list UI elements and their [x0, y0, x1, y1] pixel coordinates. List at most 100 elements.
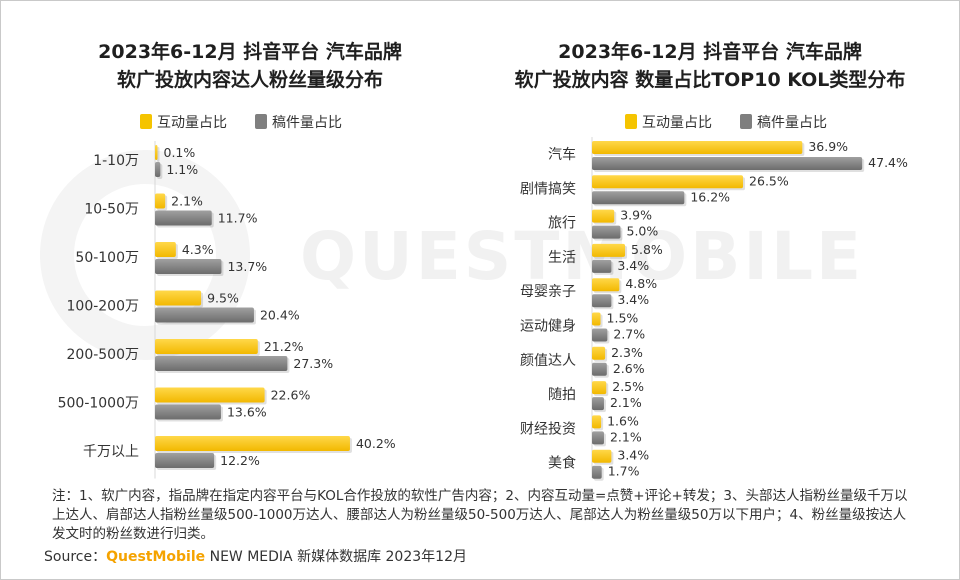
bar-shadow	[157, 147, 160, 162]
category-label: 运动健身	[520, 319, 576, 335]
bar-posts	[592, 465, 602, 479]
category-label: 旅行	[548, 216, 576, 232]
data-label-posts: 12.2%	[220, 453, 260, 468]
category-label: 200-500万	[67, 347, 140, 363]
category-label: 生活	[548, 250, 576, 266]
category-label: 随拍	[548, 387, 576, 403]
bar-engagement	[155, 145, 158, 160]
right-legend: 互动量占比 稿件量占比	[625, 112, 855, 132]
bar-posts	[592, 225, 621, 239]
data-label-engagement: 0.1%	[164, 145, 196, 160]
left-chart-title: 2023年6-12月 抖音平台 汽车品牌 软广投放内容达人粉丝量级分布	[60, 38, 440, 94]
data-label-posts: 5.0%	[627, 224, 659, 239]
legend-posts-label: 稿件量占比	[272, 115, 342, 131]
data-label-engagement: 21.2%	[264, 339, 304, 354]
legend-posts-label: 稿件量占比	[757, 115, 827, 131]
source-line: Source：QuestMobile NEW MEDIA 新媒体数据库 2023…	[44, 546, 467, 566]
bar-posts	[592, 191, 685, 205]
data-label-engagement: 1.5%	[607, 311, 639, 326]
bar-posts	[155, 453, 215, 468]
data-label-posts: 2.1%	[610, 395, 642, 410]
data-label-engagement: 26.5%	[749, 173, 789, 188]
category-label: 汽车	[548, 146, 576, 163]
bar-engagement	[155, 436, 350, 451]
source-prefix: Source：	[44, 549, 107, 565]
data-label-posts: 1.1%	[166, 162, 198, 177]
data-label-engagement: 2.5%	[612, 379, 644, 394]
bar-engagement	[592, 209, 615, 223]
right-bar-chart: 汽车 36.9% 47.4% 剧情搞笑 26.5% 16.2% 旅行 3.9%5.0% 生活 5.…	[520, 137, 908, 481]
bar-engagement	[155, 290, 202, 306]
bar-posts	[592, 259, 612, 273]
bar-posts	[155, 210, 212, 226]
data-label-posts: 47.4%	[868, 155, 908, 170]
bar-posts	[592, 431, 604, 445]
category-label: 颜值达人	[520, 353, 576, 369]
bar-posts	[592, 362, 607, 376]
legend-engagement: 互动量占比	[140, 112, 227, 132]
data-label-posts: 13.7%	[227, 259, 267, 274]
bar-engagement	[592, 381, 607, 395]
legend-posts-swatch	[740, 114, 752, 129]
footnote: 注：1、软广内容，指品牌在指定内容平台与KOL合作投放的软性广告内容；2、内容互…	[52, 488, 908, 542]
bar-engagement	[592, 449, 612, 463]
data-label-engagement: 4.8%	[625, 276, 657, 291]
bar-engagement	[592, 415, 602, 429]
bar-posts	[155, 162, 161, 177]
data-label-posts: 3.4%	[617, 292, 649, 307]
bar-engagement	[592, 278, 620, 292]
left-legend: 互动量占比 稿件量占比	[140, 112, 370, 132]
category-label: 剧情搞笑	[520, 181, 576, 197]
data-label-engagement: 3.4%	[617, 448, 649, 463]
bar-posts	[155, 259, 222, 274]
bar-engagement	[155, 242, 176, 257]
watermark-text: QUESTMOBILE	[300, 218, 865, 295]
data-label-engagement: 2.3%	[611, 345, 643, 360]
data-label-engagement: 22.6%	[271, 388, 311, 403]
data-label-engagement: 3.9%	[620, 208, 652, 223]
category-label: 美食	[548, 455, 576, 472]
data-label-engagement: 1.6%	[607, 413, 639, 428]
bar-engagement	[155, 339, 258, 354]
category-label: 10-50万	[84, 202, 139, 218]
category-label: 500-1000万	[58, 396, 139, 412]
data-label-engagement: 5.8%	[631, 242, 663, 257]
data-label-posts: 16.2%	[690, 189, 730, 204]
category-label: 1-10万	[93, 153, 139, 169]
bar-engagement	[592, 175, 744, 189]
left-bar-chart: 1-10万 0.1% 1.1% 10-50万 2.1% 11.7% 50-100万 4.3% 1…	[58, 141, 396, 479]
bar-engagement	[592, 243, 626, 257]
bar-engagement	[592, 312, 601, 326]
legend-engagement-swatch	[625, 114, 637, 129]
bar-posts	[155, 356, 288, 371]
source-suffix: NEW MEDIA 新媒体数据库 2023年12月	[205, 549, 467, 565]
data-label-posts: 11.7%	[218, 211, 258, 226]
category-label: 50-100万	[75, 250, 139, 266]
data-label-engagement: 40.2%	[356, 436, 396, 451]
legend-engagement-label: 互动量占比	[157, 115, 227, 131]
category-label: 母婴亲子	[520, 284, 576, 300]
bar-posts	[592, 294, 612, 308]
bar-posts	[592, 328, 608, 342]
legend-posts: 稿件量占比	[740, 112, 827, 132]
category-label: 100-200万	[67, 299, 140, 315]
source-brand: QuestMobile	[106, 549, 206, 565]
data-label-engagement: 9.5%	[207, 291, 239, 306]
left-title-line1: 2023年6-12月 抖音平台 汽车品牌	[98, 41, 402, 63]
bar-posts	[155, 404, 221, 420]
right-title-line1: 2023年6-12月 抖音平台 汽车品牌	[558, 41, 862, 63]
data-label-posts: 13.6%	[227, 405, 267, 420]
data-label-posts: 2.6%	[613, 361, 645, 376]
data-label-posts: 2.1%	[610, 429, 642, 444]
bar-engagement	[592, 346, 606, 360]
data-label-posts: 1.7%	[608, 464, 640, 479]
right-chart-title: 2023年6-12月 抖音平台 汽车品牌 软广投放内容 数量占比TOP10 KO…	[495, 38, 925, 94]
legend-posts: 稿件量占比	[255, 112, 342, 132]
data-label-posts: 27.3%	[293, 356, 333, 371]
data-label-engagement: 4.3%	[182, 242, 214, 257]
bar-posts	[592, 397, 604, 411]
legend-engagement: 互动量占比	[625, 112, 712, 132]
right-title-line2: 软广投放内容 数量占比TOP10 KOL类型分布	[514, 69, 906, 91]
bar-posts	[592, 157, 863, 170]
